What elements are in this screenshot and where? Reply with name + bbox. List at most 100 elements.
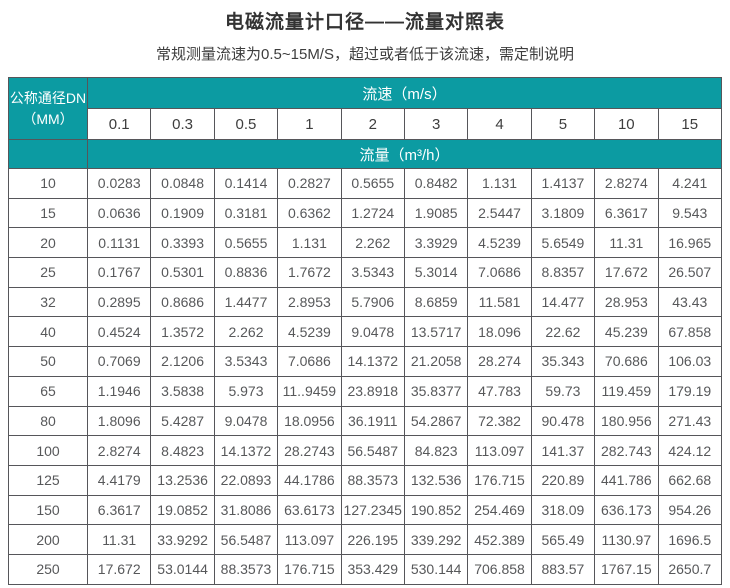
- flow-value-cell: 6.3617: [594, 197, 659, 229]
- table-row: 80 1.8096 5.4287 9.0478 18.0956 36.1911 54.286…: [8, 405, 723, 437]
- table-row: 125 4.4179 13.2536 22.0893 44.1786 88.3573 132…: [8, 464, 723, 496]
- flow-value-cell: 5.7906: [340, 286, 405, 318]
- flow-group-header: 流量（m³/h）: [87, 139, 722, 169]
- flow-value-cell: 190.852: [403, 494, 469, 526]
- flow-value-cell: 8.6859: [403, 286, 469, 318]
- flow-value-cell: 706.858: [467, 553, 532, 585]
- velocity-value-cell: 2: [340, 108, 405, 140]
- flow-value-cell: 4.241: [657, 168, 723, 199]
- flow-value-cell: 36.1911: [340, 405, 405, 437]
- table-row: 100 2.8274 8.4823 14.1372 28.2743 56.5487 84.8…: [8, 435, 723, 466]
- flow-value-cell: 1.4477: [213, 286, 279, 318]
- flow-value-cell: 31.8086: [213, 494, 279, 526]
- flow-value-cell: 1.8096: [86, 405, 152, 437]
- flow-value-cell: 53.0144: [150, 553, 215, 585]
- flow-value-cell: 271.43: [657, 405, 723, 437]
- flow-value-cell: 9.0478: [213, 405, 279, 437]
- flow-value-cell: 282.743: [594, 435, 659, 466]
- flow-value-cell: 54.2867: [403, 405, 469, 437]
- flow-value-cell: 14.477: [530, 286, 596, 318]
- flow-value-cell: 21.2058: [403, 346, 469, 377]
- flow-value-cell: 26.507: [657, 257, 723, 288]
- flow-value-cell: 7.0686: [277, 346, 342, 377]
- table-row: 40 0.4524 1.3572 2.262 4.5239 9.0478 13.5717 18…: [8, 316, 723, 348]
- flow-value-cell: 106.03: [657, 346, 723, 377]
- flow-value-cell: 1.1946: [86, 375, 152, 407]
- flow-value-cell: 3.5343: [213, 346, 279, 377]
- flow-value-cell: 9.0478: [340, 316, 405, 348]
- flow-value-cell: 47.783: [467, 375, 532, 407]
- flow-value-cell: 0.0636: [86, 197, 152, 229]
- dn-cell: 40: [8, 316, 88, 348]
- flow-value-cell: 84.823: [403, 435, 469, 466]
- flow-value-cell: 45.239: [594, 316, 659, 348]
- flow-value-cell: 8.8357: [530, 257, 596, 288]
- flow-value-cell: 883.57: [530, 553, 596, 585]
- dn-cell: 32: [8, 286, 88, 318]
- velocity-values-row: 0.1 0.3 0.5 1 2 3 4 5 10 15: [9, 108, 723, 140]
- flow-value-cell: 176.715: [277, 553, 342, 585]
- flow-value-cell: 2.8274: [594, 168, 659, 199]
- flow-value-cell: 14.1372: [340, 346, 405, 377]
- flow-value-cell: 0.2895: [86, 286, 152, 318]
- flow-value-cell: 2.262: [213, 316, 279, 348]
- flow-value-cell: 70.686: [594, 346, 659, 377]
- velocity-value-cell: 15: [657, 108, 723, 140]
- flow-comparison-table: 公称通径DN （MM） 流速（m/s） 0.1 0.3 0.5 1 2 3 4 5 10 15 流…: [8, 77, 723, 585]
- table-row: 10 0.0283 0.0848 0.1414 0.2827 0.5655 0.8482 1.…: [8, 168, 723, 199]
- flow-value-cell: 16.965: [657, 227, 723, 259]
- velocity-value-cell: 0.5: [213, 108, 279, 140]
- flow-value-cell: 5.3014: [403, 257, 469, 288]
- corner-header-line2: （MM）: [22, 110, 74, 127]
- flow-value-cell: 254.469: [467, 494, 532, 526]
- velocity-value-cell: 10: [594, 108, 659, 140]
- flow-value-cell: 127.2345: [340, 494, 405, 526]
- flow-value-cell: 28.953: [594, 286, 659, 318]
- flow-value-cell: 0.1767: [86, 257, 152, 288]
- flow-value-cell: 5.973: [213, 375, 279, 407]
- dn-cell: 80: [8, 405, 88, 437]
- flow-value-cell: 17.672: [594, 257, 659, 288]
- dn-cell: 10: [8, 168, 88, 199]
- flow-value-cell: 1130.97: [594, 524, 659, 555]
- velocity-value-cell: 4: [467, 108, 532, 140]
- velocity-group-header: 流速（m/s）: [87, 77, 722, 109]
- table-body: 10 0.0283 0.0848 0.1414 0.2827 0.5655 0.8482 1.…: [8, 168, 723, 585]
- flow-value-cell: 318.09: [530, 494, 596, 526]
- flow-value-cell: 1696.5: [657, 524, 723, 555]
- flow-value-cell: 4.5239: [277, 316, 342, 348]
- flow-value-cell: 565.49: [530, 524, 596, 555]
- flow-value-cell: 226.195: [340, 524, 405, 555]
- flow-value-cell: 424.12: [657, 435, 723, 466]
- flow-value-cell: 113.097: [277, 524, 342, 555]
- flow-value-cell: 339.292: [403, 524, 469, 555]
- flow-value-cell: 18.0956: [277, 405, 342, 437]
- corner-header-line1: 公称通径DN: [9, 90, 87, 107]
- flow-value-cell: 3.5343: [340, 257, 405, 288]
- flow-value-cell: 56.5487: [213, 524, 279, 555]
- table-row: 50 0.7069 2.1206 3.5343 7.0686 14.1372 21.2058…: [8, 346, 723, 377]
- flow-value-cell: 4.5239: [467, 227, 532, 259]
- page-title: 电磁流量计口径——流量对照表: [224, 12, 505, 33]
- flow-value-cell: 636.173: [594, 494, 659, 526]
- flow-value-cell: 119.459: [594, 375, 659, 407]
- dn-cell: 50: [8, 346, 88, 377]
- flow-value-cell: 5.4287: [150, 405, 215, 437]
- table-row: 15 0.0636 0.1909 0.3181 0.6362 1.2724 1.9085 2.…: [8, 197, 723, 229]
- table-row: 200 11.31 33.9292 56.5487 113.097 226.195 339.…: [8, 524, 723, 555]
- dn-cell: 200: [8, 524, 88, 555]
- flow-value-cell: 0.8836: [213, 257, 279, 288]
- flow-value-cell: 19.0852: [150, 494, 215, 526]
- flow-value-cell: 44.1786: [277, 464, 342, 496]
- flow-value-cell: 2.8953: [277, 286, 342, 318]
- flow-value-cell: 113.097: [467, 435, 532, 466]
- flow-value-cell: 14.1372: [213, 435, 279, 466]
- flow-value-cell: 0.0848: [150, 168, 215, 199]
- flow-value-cell: 2.1206: [150, 346, 215, 377]
- flow-value-cell: 17.672: [86, 553, 152, 585]
- flow-group-row: 流量（m³/h）: [8, 139, 722, 169]
- flow-value-cell: 0.8482: [403, 168, 469, 199]
- flow-value-cell: 11..9459: [277, 375, 342, 407]
- flow-value-cell: 35.343: [530, 346, 596, 377]
